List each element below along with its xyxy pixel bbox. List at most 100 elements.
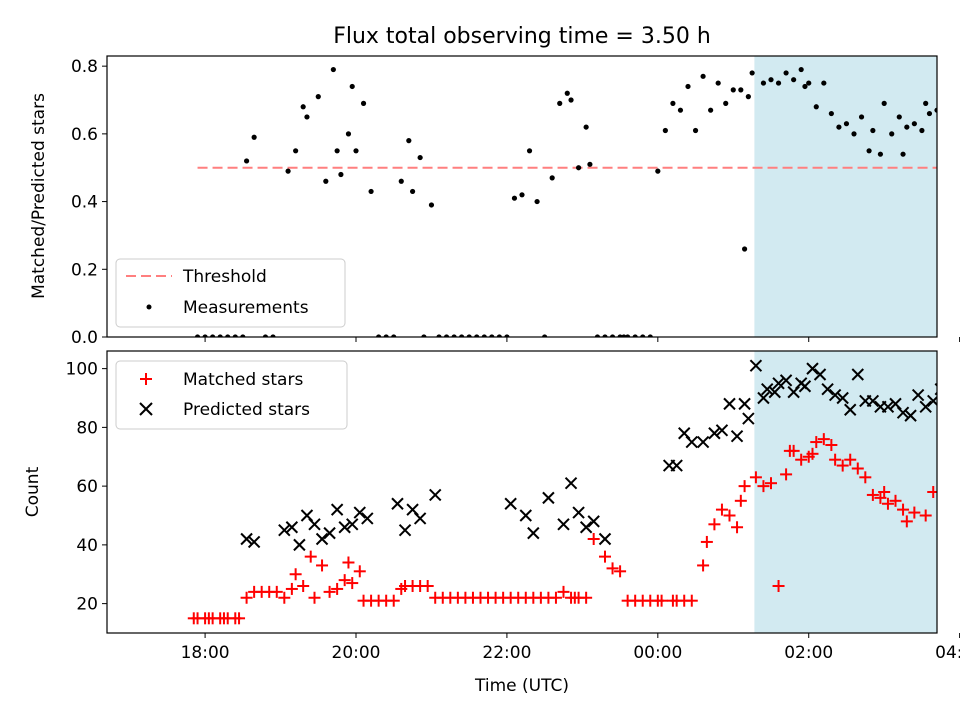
matched-star-point bbox=[285, 582, 298, 595]
measurement-point bbox=[715, 80, 721, 86]
predicted-star-point bbox=[361, 512, 374, 525]
matched-star-point bbox=[950, 483, 960, 495]
measurement-point bbox=[700, 73, 706, 79]
matched-star-point bbox=[900, 515, 913, 528]
chart-title: Flux total observing time = 3.50 h bbox=[333, 24, 711, 49]
x-tick-label: 00:00 bbox=[633, 643, 682, 663]
matched-star-point bbox=[289, 568, 302, 581]
measurement-point bbox=[376, 334, 382, 337]
predicted-star-point bbox=[557, 518, 570, 531]
matched-star-point bbox=[387, 594, 400, 607]
matched-star-point bbox=[851, 462, 864, 475]
measurement-point bbox=[723, 100, 729, 106]
measurement-point bbox=[813, 104, 819, 110]
bottom-y-axis-label: Count bbox=[23, 466, 43, 517]
predicted-star-mark bbox=[806, 362, 819, 375]
predicted-star-mark bbox=[813, 368, 827, 381]
predicted-star-mark bbox=[943, 416, 954, 427]
measurement-point bbox=[923, 100, 929, 106]
measurement-point bbox=[315, 94, 321, 100]
measurements-legend-swatch bbox=[146, 304, 152, 310]
matched-star-point bbox=[297, 580, 310, 592]
predicted-star-mark bbox=[579, 521, 593, 534]
predicted-star-point bbox=[761, 382, 774, 396]
measurement-point bbox=[481, 334, 487, 337]
matched-star-point bbox=[878, 486, 891, 498]
predicted-star-mark bbox=[881, 400, 895, 414]
measurement-point bbox=[745, 94, 751, 100]
matched-legend-label: Matched stars bbox=[183, 370, 303, 390]
predicted-star-mark bbox=[950, 407, 960, 418]
measurement-point bbox=[323, 178, 329, 184]
measurement-point bbox=[304, 114, 310, 120]
matched-star-point bbox=[316, 559, 329, 572]
measurement-point bbox=[866, 148, 872, 154]
predicted-star-point bbox=[943, 416, 954, 427]
predicted-star-point bbox=[866, 394, 880, 408]
measurement-point bbox=[549, 175, 555, 181]
predicted-star-point bbox=[353, 506, 366, 519]
predicted-star-point bbox=[587, 515, 600, 528]
measurement-point bbox=[511, 195, 518, 201]
predicted-star-point bbox=[346, 518, 359, 531]
matched-star-point bbox=[889, 494, 902, 507]
predicted-star-point bbox=[768, 385, 781, 399]
predicted-star-point bbox=[904, 409, 917, 422]
measurement-point bbox=[542, 334, 548, 337]
bottom-axes-frame bbox=[106, 350, 938, 634]
predicted-star-point bbox=[542, 491, 555, 505]
predicted-star-mark bbox=[678, 427, 691, 440]
predicted-star-point bbox=[429, 488, 442, 502]
measurement-point bbox=[262, 334, 269, 337]
matched-star-point bbox=[927, 486, 937, 498]
predicted-star-point bbox=[685, 435, 698, 449]
predicted-star-mark bbox=[866, 394, 880, 408]
measurement-point bbox=[851, 131, 857, 137]
measurement-point bbox=[889, 131, 895, 137]
predicted-star-mark bbox=[391, 497, 404, 510]
measurement-point bbox=[942, 104, 947, 109]
predicted-star-point bbox=[398, 523, 412, 537]
predicted-star-point bbox=[896, 406, 910, 419]
measurement-point bbox=[843, 121, 850, 127]
predicted-star-mark bbox=[911, 388, 925, 402]
top-y-tick-label: 0.8 bbox=[71, 57, 98, 77]
measurement-point bbox=[670, 100, 676, 106]
bottom-legend: Matched stars Predicted stars bbox=[115, 360, 348, 430]
measurement-point bbox=[451, 334, 457, 337]
predicted-star-point bbox=[391, 497, 404, 510]
predicted-star-mark bbox=[278, 523, 291, 537]
predicted-star-mark bbox=[904, 409, 917, 422]
matched-star-point bbox=[614, 565, 627, 578]
x-tick-label: 20:00 bbox=[332, 643, 381, 663]
matched-star-point bbox=[353, 565, 366, 578]
predicted-star-point bbox=[813, 368, 827, 381]
measurement-point bbox=[692, 127, 699, 134]
matched-star-point bbox=[323, 585, 336, 598]
predicted-star-mark bbox=[353, 506, 366, 519]
predicted-star-mark bbox=[779, 374, 793, 387]
predicted-star-mark bbox=[828, 388, 842, 402]
predicted-star-mark bbox=[240, 532, 253, 546]
predicted-star-mark bbox=[844, 403, 857, 416]
predicted-star-point bbox=[413, 512, 427, 525]
matched-legend-swatch bbox=[140, 373, 152, 385]
predicted-star-point bbox=[715, 424, 729, 437]
measurement-point bbox=[240, 334, 246, 337]
predicted-star-point bbox=[828, 388, 842, 402]
bottom-y-tick-label: 80 bbox=[76, 418, 98, 438]
predicted-star-point bbox=[240, 532, 253, 546]
measurement-point bbox=[934, 107, 937, 113]
matched-star-point bbox=[308, 591, 321, 604]
measurement-point bbox=[334, 148, 340, 154]
matched-star-point bbox=[700, 535, 713, 548]
predicted-star-mark bbox=[338, 521, 351, 534]
predicted-star-mark bbox=[761, 382, 774, 396]
predicted-star-point bbox=[670, 459, 683, 472]
predicted-star-mark bbox=[772, 377, 785, 390]
predicted-star-point bbox=[836, 391, 849, 405]
measurement-point bbox=[557, 100, 563, 106]
measurement-point bbox=[708, 107, 714, 113]
matched-star-point bbox=[240, 591, 253, 604]
x-tick-label: 02:00 bbox=[784, 643, 833, 663]
